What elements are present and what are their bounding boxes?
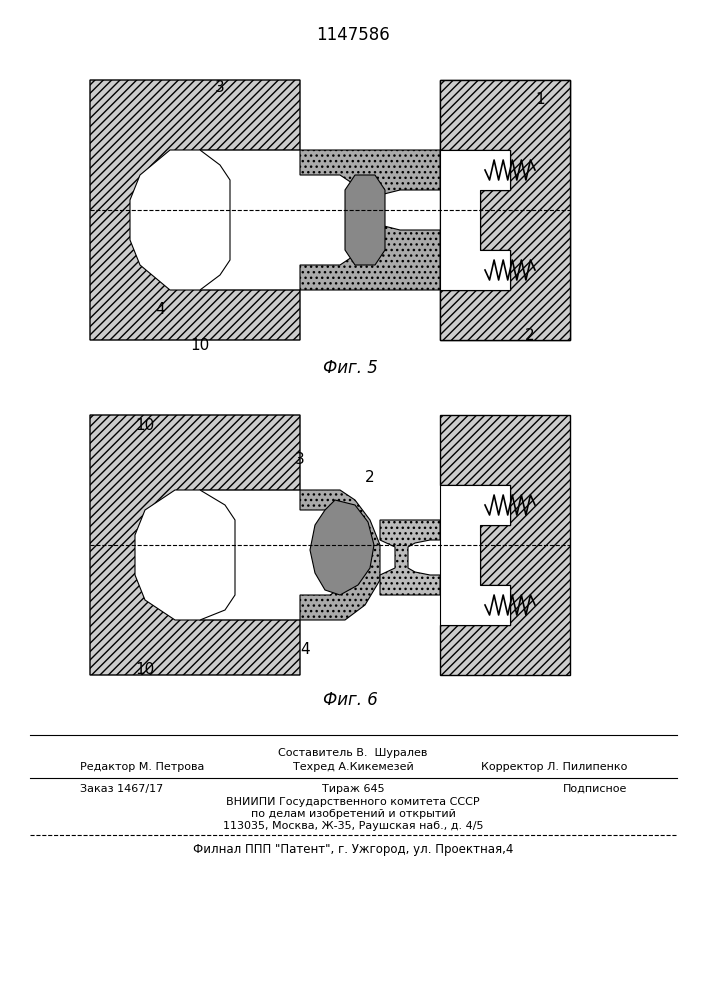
Polygon shape [300, 150, 440, 290]
Text: Фиг. 6: Фиг. 6 [322, 691, 378, 709]
Polygon shape [300, 490, 380, 620]
Text: по делам изобретений и открытий: по делам изобретений и открытий [250, 809, 455, 819]
Text: ВНИИПИ Государственного комитета СССР: ВНИИПИ Государственного комитета СССР [226, 797, 480, 807]
Text: Техред А.Кикемезей: Техред А.Кикемезей [293, 762, 414, 772]
Text: 4: 4 [156, 302, 165, 318]
Polygon shape [380, 520, 440, 595]
Text: 1147586: 1147586 [316, 26, 390, 44]
Polygon shape [90, 415, 300, 675]
Text: 113035, Москва, Ж-35, Раушская наб., д. 4/5: 113035, Москва, Ж-35, Раушская наб., д. … [223, 821, 484, 831]
Polygon shape [90, 80, 300, 340]
Text: 10: 10 [135, 418, 155, 432]
Text: 10: 10 [190, 338, 209, 353]
Polygon shape [135, 490, 235, 620]
Text: 2: 2 [366, 471, 375, 486]
Text: Составитель В.  Шуралев: Составитель В. Шуралев [279, 748, 428, 758]
Bar [440, 80, 570, 340]
Polygon shape [345, 175, 385, 265]
Polygon shape [440, 415, 570, 675]
Text: 2: 2 [525, 328, 534, 342]
Polygon shape [130, 150, 230, 290]
Text: Подписное: Подписное [563, 784, 627, 794]
Text: Филнал ППП "Патент", г. Ужгород, ул. Проектная,4: Филнал ППП "Патент", г. Ужгород, ул. Про… [193, 843, 513, 856]
Text: 10: 10 [135, 662, 155, 678]
Text: Заказ 1467/17: Заказ 1467/17 [80, 784, 163, 794]
Text: Редактор М. Петрова: Редактор М. Петрова [80, 762, 204, 772]
Polygon shape [440, 150, 510, 290]
Text: 1: 1 [535, 93, 545, 107]
Polygon shape [440, 80, 570, 340]
Text: Фиг. 5: Фиг. 5 [322, 359, 378, 377]
Polygon shape [440, 485, 510, 625]
Text: Тираж 645: Тираж 645 [322, 784, 385, 794]
Text: 4: 4 [300, 643, 310, 658]
Text: Корректор Л. Пилипенко: Корректор Л. Пилипенко [481, 762, 627, 772]
Text: 3: 3 [295, 452, 305, 468]
Polygon shape [310, 500, 374, 595]
Text: 3: 3 [215, 81, 225, 96]
